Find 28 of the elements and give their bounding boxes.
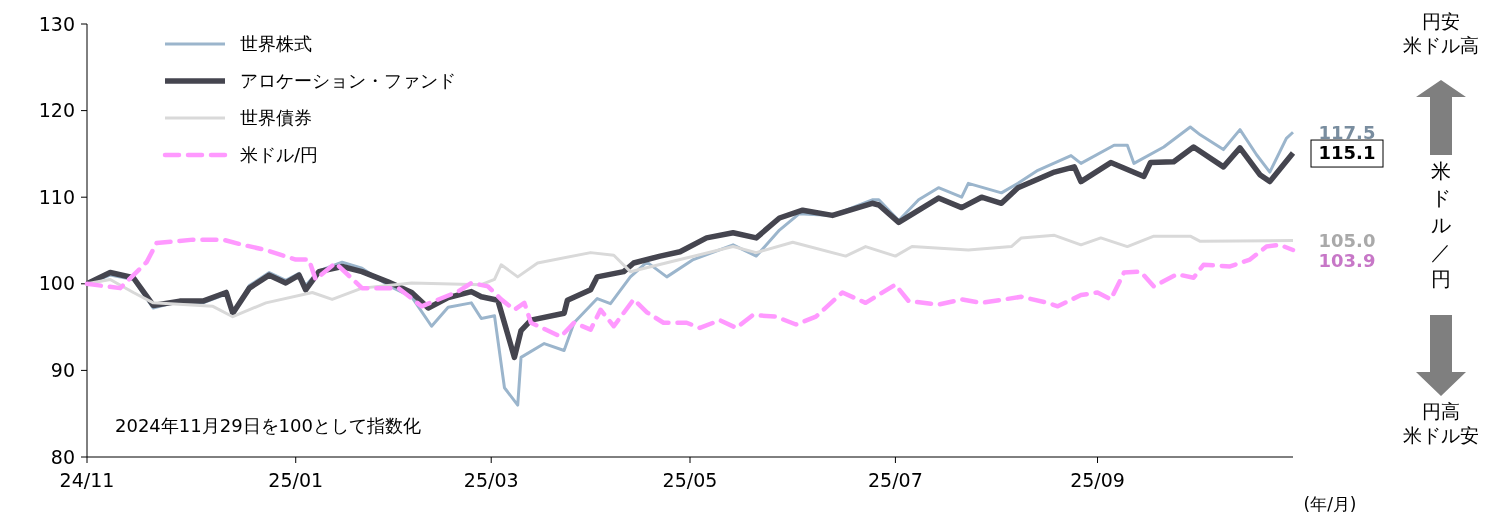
line-series — [84, 237, 1296, 339]
text: 米ドル／円 — [1431, 159, 1451, 291]
x-tick-label: 25/01 — [268, 469, 324, 491]
text: 米ドル安 — [1403, 424, 1479, 446]
legend-label: 世界債券 — [240, 107, 312, 129]
data-label: 103.9 — [1318, 249, 1376, 271]
y-tick-label: 80 — [50, 445, 75, 468]
x-tick-label: 25/05 — [662, 469, 718, 491]
x-tick-label: 24/11 — [59, 469, 115, 491]
legend-label: 世界株式 — [240, 33, 312, 55]
text: 円安 — [1422, 10, 1460, 32]
annotation: 2024年11月29日を100として指数化 — [115, 415, 421, 436]
y-tick-label: 90 — [50, 359, 75, 382]
y-tick-label: 110 — [38, 185, 75, 208]
data-label: 105.0 — [1318, 229, 1376, 251]
legend-label: 米ドル/円 — [240, 144, 319, 166]
data-label: 117.5 — [1318, 121, 1376, 143]
y-tick-label: 130 — [38, 12, 75, 35]
x-axis-title: (年/月) — [1303, 494, 1357, 514]
text: 円高 — [1422, 400, 1460, 422]
y-tick-label: 120 — [38, 99, 75, 122]
x-tick-label: 25/09 — [1070, 469, 1125, 491]
legend-label: アロケーション・ファンド — [240, 70, 456, 92]
data-label: 115.1 — [1318, 142, 1376, 164]
y-tick-label: 100 — [38, 272, 75, 295]
text: 米ドル高 — [1403, 34, 1479, 56]
x-tick-label: 25/03 — [463, 469, 519, 491]
x-tick-label: 25/07 — [868, 469, 923, 491]
